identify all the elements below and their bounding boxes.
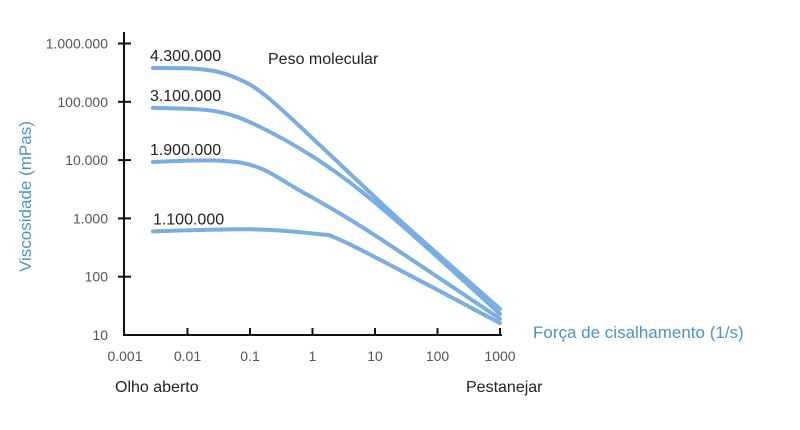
series-label: 3.100.000 — [150, 88, 221, 105]
y-tick-label: 10.000 — [65, 152, 108, 168]
series-line — [150, 227, 502, 326]
x-tick-label: 1000 — [484, 348, 515, 364]
y-tick-label: 1.000 — [73, 210, 108, 226]
series-line — [150, 158, 502, 321]
y-tick-label: 100.000 — [57, 94, 108, 110]
x-tick-label: 10 — [367, 348, 383, 364]
x-tick-label: 0.01 — [174, 348, 201, 364]
y-axis-label: Viscosidade (mPas) — [16, 121, 35, 272]
legend-title: Peso molecular — [268, 51, 379, 68]
series-labels: 4.300.000 3.100.000 1.900.000 1.100.000 — [150, 48, 224, 228]
series-line — [150, 105, 502, 316]
y-tick-label: 1.000.000 — [46, 36, 108, 52]
annotation-blink: Pestanejar — [466, 379, 543, 396]
series-label: 1.900.000 — [150, 142, 221, 159]
x-tick-label: 0.1 — [240, 348, 260, 364]
series-lines — [150, 65, 502, 326]
axes: 0.001 0.01 0.1 1 10 100 1000 10 100 1.000 10.000 10… — [46, 32, 516, 364]
series-label: 1.100.000 — [153, 211, 224, 228]
y-tick-label: 100 — [85, 269, 109, 285]
x-tick-label: 0.001 — [107, 348, 142, 364]
annotation-open-eye: Olho aberto — [115, 379, 199, 396]
x-tick-label: 100 — [426, 348, 450, 364]
series-label: 4.300.000 — [150, 48, 221, 65]
y-tick-label: 10 — [92, 327, 108, 343]
series-line — [150, 65, 502, 311]
x-tick-label: 1 — [309, 348, 317, 364]
x-axis-label: Força de cisalhamento (1/s) — [533, 323, 744, 342]
